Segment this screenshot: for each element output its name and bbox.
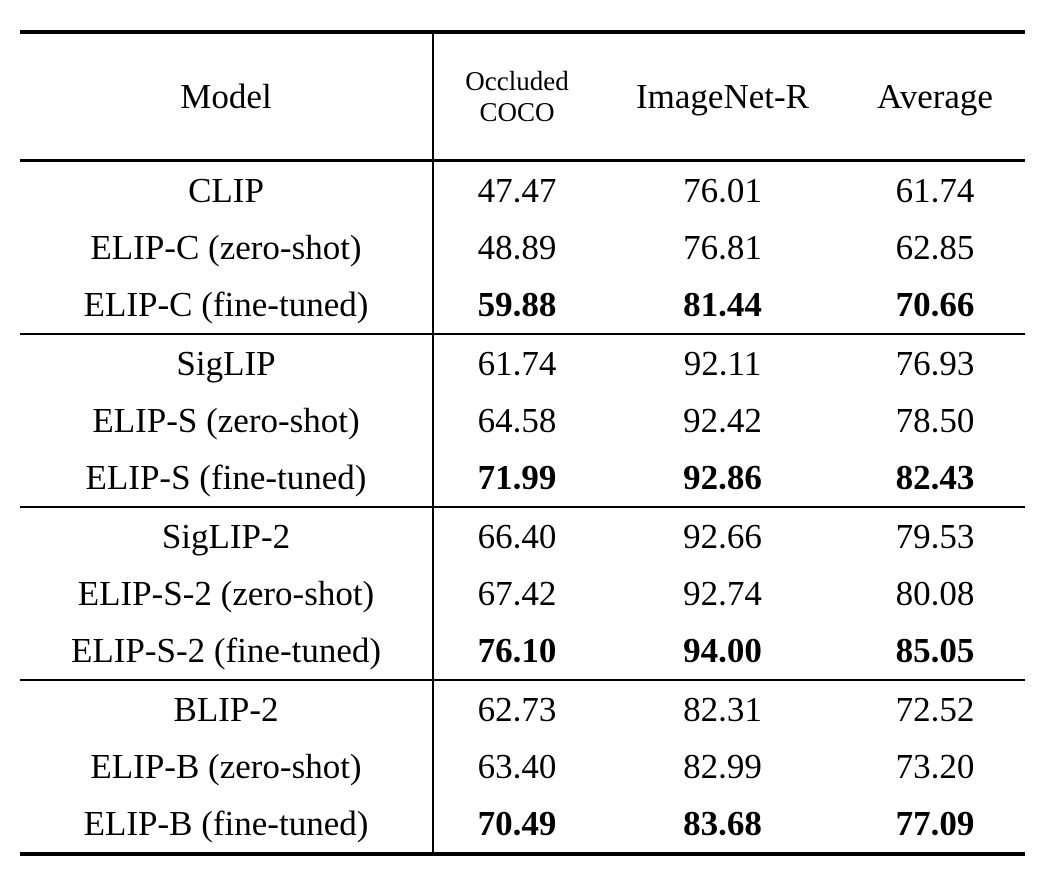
model-cell: ELIP-S (fine-tuned) <box>20 449 434 507</box>
imagenet-r-cell: 92.86 <box>683 457 762 497</box>
imagenet-r-cell: 92.66 <box>683 516 762 556</box>
group-siglip-2: SigLIP-2 66.40 92.66 79.53 ELIP-S-2 (zer… <box>20 507 1025 680</box>
model-cell: CLIP <box>20 160 434 219</box>
table-row: ELIP-B (zero-shot) 63.40 82.99 73.20 <box>20 738 1025 795</box>
imagenet-r-cell: 92.42 <box>683 400 762 440</box>
occluded-coco-cell: 59.88 <box>477 284 557 324</box>
column-header-occluded-coco-line2: COCO <box>479 96 555 127</box>
model-cell: ELIP-B (zero-shot) <box>20 738 434 795</box>
imagenet-r-cell: 76.01 <box>683 170 762 210</box>
average-cell: 80.08 <box>895 573 975 613</box>
model-cell: ELIP-S (zero-shot) <box>20 392 434 449</box>
model-cell: BLIP-2 <box>20 680 434 738</box>
results-table: Model Occluded COCO ImageNet-R Average C… <box>20 30 1025 856</box>
average-cell: 70.66 <box>895 284 975 324</box>
occluded-coco-cell: 63.40 <box>477 746 557 786</box>
table-row: ELIP-S-2 (zero-shot) 67.42 92.74 80.08 <box>20 565 1025 622</box>
average-cell: 62.85 <box>895 227 975 267</box>
average-cell: 78.50 <box>895 400 975 440</box>
occluded-coco-cell: 64.58 <box>477 400 557 440</box>
model-cell: ELIP-C (zero-shot) <box>20 219 434 276</box>
table-row: ELIP-B (fine-tuned) 70.49 83.68 77.09 <box>20 795 1025 854</box>
average-cell: 72.52 <box>895 689 975 729</box>
imagenet-r-cell: 92.11 <box>683 343 762 383</box>
occluded-coco-cell: 47.47 <box>477 170 557 210</box>
model-cell: ELIP-B (fine-tuned) <box>20 795 434 854</box>
average-cell: 77.09 <box>895 803 975 843</box>
occluded-coco-cell: 48.89 <box>477 227 557 267</box>
occluded-coco-cell: 66.40 <box>477 516 557 556</box>
imagenet-r-cell: 82.99 <box>683 746 762 786</box>
table-row: ELIP-S (zero-shot) 64.58 92.42 78.50 <box>20 392 1025 449</box>
table-row: ELIP-S (fine-tuned) 71.99 92.86 82.43 <box>20 449 1025 507</box>
occluded-coco-cell: 71.99 <box>477 457 557 497</box>
group-clip: CLIP 47.47 76.01 61.74 ELIP-C (zero-shot… <box>20 160 1025 334</box>
group-blip-2: BLIP-2 62.73 82.31 72.52 ELIP-B (zero-sh… <box>20 680 1025 854</box>
average-cell: 76.93 <box>895 343 975 383</box>
average-cell: 79.53 <box>895 516 975 556</box>
table-row: ELIP-C (zero-shot) 48.89 76.81 62.85 <box>20 219 1025 276</box>
average-cell: 85.05 <box>895 630 975 670</box>
model-cell: ELIP-C (fine-tuned) <box>20 276 434 334</box>
table-row: SigLIP 61.74 92.11 76.93 <box>20 334 1025 392</box>
model-cell: SigLIP-2 <box>20 507 434 565</box>
column-header-average: Average <box>877 76 993 116</box>
table-row: ELIP-S-2 (fine-tuned) 76.10 94.00 85.05 <box>20 622 1025 680</box>
average-cell: 73.20 <box>895 746 975 786</box>
column-header-occluded-coco-line1: Occluded <box>465 65 569 96</box>
occluded-coco-cell: 61.74 <box>477 343 557 383</box>
table-header: Model Occluded COCO ImageNet-R Average <box>20 32 1025 161</box>
group-siglip: SigLIP 61.74 92.11 76.93 ELIP-S (zero-sh… <box>20 334 1025 507</box>
average-cell: 82.43 <box>895 457 975 497</box>
occluded-coco-cell: 62.73 <box>477 689 557 729</box>
imagenet-r-cell: 83.68 <box>683 803 762 843</box>
table-row: CLIP 47.47 76.01 61.74 <box>20 160 1025 219</box>
average-cell: 61.74 <box>895 170 975 210</box>
imagenet-r-cell: 92.74 <box>683 573 762 613</box>
occluded-coco-cell: 70.49 <box>477 803 557 843</box>
model-cell: ELIP-S-2 (fine-tuned) <box>20 622 434 680</box>
table-row: SigLIP-2 66.40 92.66 79.53 <box>20 507 1025 565</box>
model-cell: ELIP-S-2 (zero-shot) <box>20 565 434 622</box>
imagenet-r-cell: 82.31 <box>683 689 762 729</box>
imagenet-r-cell: 76.81 <box>683 227 762 267</box>
header-row: Model Occluded COCO ImageNet-R Average <box>20 32 1025 161</box>
occluded-coco-cell: 67.42 <box>477 573 557 613</box>
column-header-occluded-coco: Occluded COCO <box>433 32 600 161</box>
table-row: BLIP-2 62.73 82.31 72.52 <box>20 680 1025 738</box>
table-row: ELIP-C (fine-tuned) 59.88 81.44 70.66 <box>20 276 1025 334</box>
model-cell: SigLIP <box>20 334 434 392</box>
column-header-imagenet-r: ImageNet-R <box>636 76 809 116</box>
imagenet-r-cell: 94.00 <box>683 630 762 670</box>
results-table-container: Model Occluded COCO ImageNet-R Average C… <box>20 30 1025 856</box>
column-header-model: Model <box>20 32 434 161</box>
imagenet-r-cell: 81.44 <box>683 284 762 324</box>
occluded-coco-cell: 76.10 <box>477 630 557 670</box>
